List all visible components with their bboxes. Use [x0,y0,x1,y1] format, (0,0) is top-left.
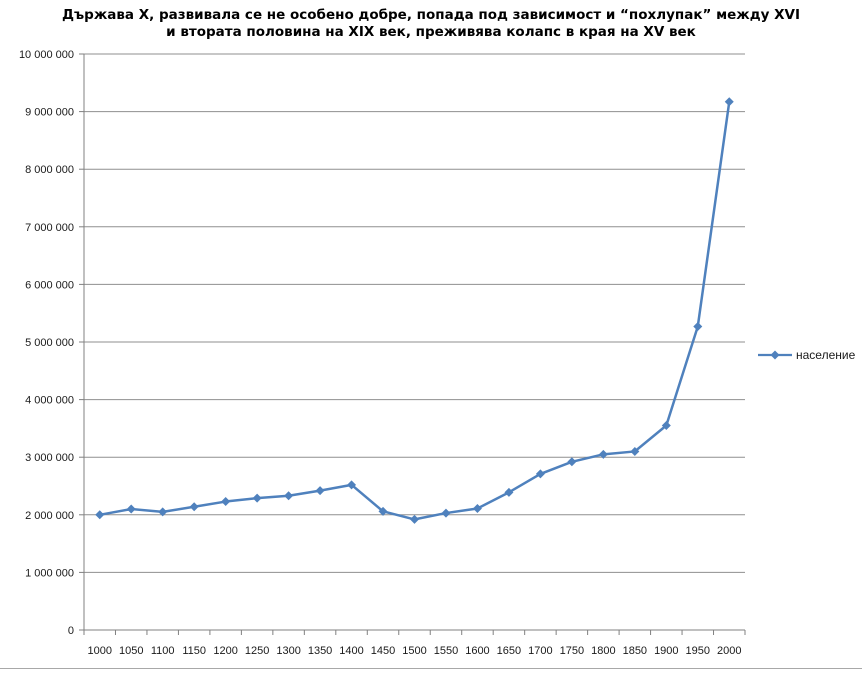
chart-title-line-2: и втората половина на XIX век, преживява… [166,24,696,40]
data-point[interactable] [126,504,136,514]
y-tick-label: 5 000 000 [25,337,74,349]
y-tick-label: 2 000 000 [25,510,74,522]
x-tick-label: 1750 [560,645,584,657]
legend-series-label: население [796,348,856,362]
data-point[interactable] [189,502,199,512]
x-tick-label: 1100 [151,645,175,657]
data-point[interactable] [158,507,168,517]
data-point[interactable] [252,493,262,503]
x-tick-label: 1350 [308,645,332,657]
x-tick-label: 1900 [654,645,678,657]
y-tick-label: 9 000 000 [25,107,74,119]
x-tick-label: 1700 [528,645,552,657]
data-point[interactable] [693,321,703,331]
data-point[interactable] [315,486,325,496]
data-point[interactable] [95,510,105,520]
x-tick-label: 1850 [623,645,647,657]
legend[interactable]: население [756,348,855,362]
data-point[interactable] [598,449,608,459]
data-point[interactable] [724,97,734,107]
x-tick-label: 1200 [213,645,237,657]
chart-title: Държава X, развивала се не особено добре… [0,7,862,41]
x-axis-labels: 1000 1050 1100 1150 1200 1250 1300 1350 1400 1450… [87,645,741,657]
bottom-divider [0,668,862,669]
data-point[interactable] [410,514,419,524]
x-tick-label: 1250 [245,645,269,657]
data-point[interactable] [535,469,545,479]
y-tick-label: 1 000 000 [25,567,74,579]
data-point[interactable] [504,487,514,497]
y-tick-label: 8 000 000 [25,164,74,176]
y-tick-label: 6 000 000 [25,279,74,291]
x-tick-label: 1800 [591,645,615,657]
legend-diamond-icon [770,350,780,360]
y-tick-label: 0 [68,625,74,637]
data-point[interactable] [661,421,671,431]
data-point[interactable] [472,503,482,513]
x-tick-label: 1450 [371,645,395,657]
x-tick-label: 1500 [402,645,426,657]
data-point[interactable] [347,480,357,490]
y-gridlines [84,53,745,573]
x-tick-label: 1600 [465,645,489,657]
axis-ticks [79,53,746,635]
x-tick-label: 1550 [434,645,458,657]
x-tick-label: 1150 [182,645,206,657]
y-tick-label: 10 000 000 [19,49,74,61]
x-tick-label: 2000 [717,645,741,657]
legend-series-swatch [758,350,792,360]
y-tick-label: 4 000 000 [25,395,74,407]
x-tick-label: 1300 [276,645,300,657]
population-series-markers[interactable] [95,97,734,524]
x-tick-label: 1650 [497,645,521,657]
y-tick-label: 7 000 000 [25,222,74,234]
data-point[interactable] [441,508,451,518]
chart-title-line-1: Държава X, развивала се не особено добре… [62,7,800,23]
y-tick-label: 3 000 000 [25,452,74,464]
x-tick-label: 1950 [686,645,710,657]
data-point[interactable] [221,497,231,507]
data-point[interactable] [284,491,294,501]
x-tick-label: 1400 [339,645,363,657]
data-point[interactable] [567,457,577,467]
x-tick-label: 1000 [87,645,111,657]
y-axis-labels: 0 1 000 000 2 000 000 3 000 000 4 000 000 5 0… [19,49,74,637]
x-tick-label: 1050 [119,645,143,657]
data-point[interactable] [630,446,640,456]
data-point[interactable] [378,506,388,516]
